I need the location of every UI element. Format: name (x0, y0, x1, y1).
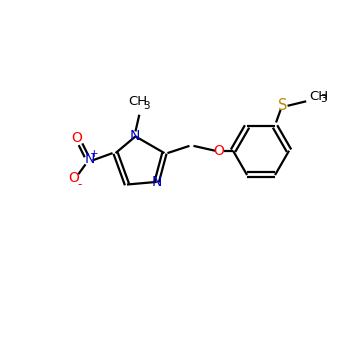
Text: N: N (129, 129, 140, 143)
Text: N: N (152, 175, 162, 189)
Text: 3: 3 (143, 101, 149, 111)
Text: O: O (71, 131, 82, 145)
Text: 3: 3 (320, 94, 327, 104)
Text: -: - (77, 178, 82, 191)
Text: CH: CH (129, 95, 148, 108)
Text: N: N (84, 152, 95, 166)
Text: O: O (214, 144, 224, 158)
Text: O: O (68, 171, 79, 185)
Text: S: S (278, 98, 287, 113)
Text: CH: CH (309, 90, 328, 103)
Text: +: + (90, 149, 99, 159)
